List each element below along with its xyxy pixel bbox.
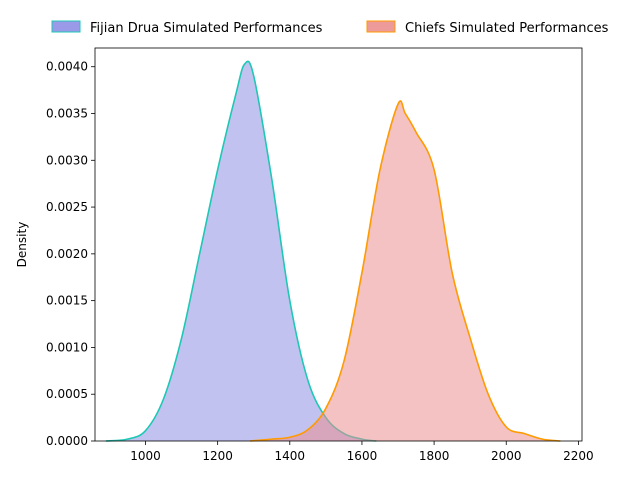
x-tick-label: 1000 — [130, 449, 161, 463]
y-tick-label: 0.0030 — [46, 153, 88, 167]
x-tick-label: 1200 — [202, 449, 233, 463]
y-tick-label: 0.0035 — [46, 107, 88, 121]
ticks-layer: 1000 1200 1400 1600 1800 2000 2200 0.0000 0.0005… — [46, 60, 594, 463]
legend: Fijian Drua Simulated Performances Chiefs… — [51, 20, 609, 36]
y-tick-label: 0.0000 — [46, 434, 88, 448]
chiefs-simulated-performances-legend-label: Chiefs Simulated Performances — [405, 21, 609, 36]
chiefs-simulated-performances-line — [250, 100, 561, 442]
fijian-drua-simulated-performances-legend-label: Fijian Drua Simulated Performances — [90, 21, 323, 36]
y-tick-label: 0.0040 — [46, 60, 88, 74]
chiefs-simulated-performances-area — [250, 100, 561, 441]
fijian-drua-simulated-performances-legend-swatch — [51, 20, 81, 33]
x-tick-label: 2200 — [563, 449, 594, 463]
y-tick-label: 0.0015 — [46, 294, 88, 308]
x-tick-label: 1400 — [275, 449, 306, 463]
plot-frame — [94, 47, 583, 442]
chiefs-simulated-performances-legend-swatch — [366, 20, 396, 33]
y-tick-label: 0.0010 — [46, 340, 88, 354]
y-tick-label: 0.0005 — [46, 387, 88, 401]
fijian-drua-simulated-performances-area — [105, 61, 377, 441]
y-axis-label: Density — [15, 222, 29, 268]
y-tick-label: 0.0020 — [46, 247, 88, 261]
x-tick-label: 1600 — [347, 449, 378, 463]
series-layer — [105, 60, 561, 442]
x-tick-label: 2000 — [491, 449, 522, 463]
x-tick-label: 1800 — [419, 449, 450, 463]
y-tick-label: 0.0025 — [46, 200, 88, 214]
